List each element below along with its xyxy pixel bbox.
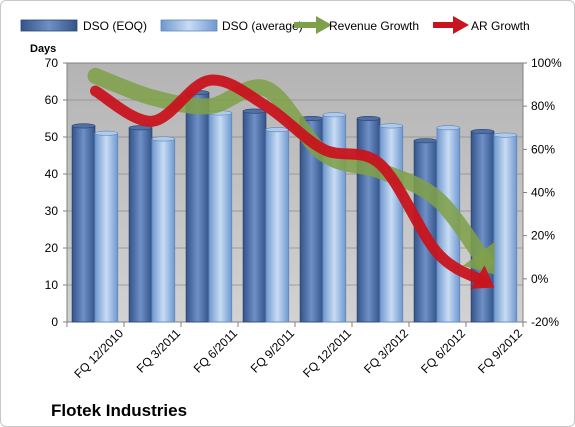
right-tick-label: 40% — [531, 186, 555, 200]
legend-label-dso-eoq: DSO (EOQ) — [83, 19, 147, 33]
bar-cap — [71, 123, 96, 129]
bar-dso-eoq — [71, 125, 96, 323]
bar-dso-eoq — [185, 92, 210, 323]
x-tick-label: FQ 6/2012 — [418, 326, 468, 376]
legend-label-revenue-growth: Revenue Growth — [329, 19, 419, 33]
x-tick-label: FQ 12/2010 — [71, 326, 126, 381]
x-tick-label: FQ 9/2011 — [248, 326, 298, 376]
legend-label-ar-growth: AR Growth — [471, 19, 530, 33]
arrowhead-revenue-growth — [462, 241, 495, 275]
right-tick-label: 100% — [531, 56, 562, 70]
right-tick-label: -20% — [531, 315, 559, 329]
legend-swatch-dso-average — [160, 19, 218, 32]
bar-cap — [493, 132, 518, 138]
bar-cap — [94, 130, 119, 136]
company-label: Flotek Industries — [51, 401, 187, 420]
left-tick-label: 60 — [45, 93, 59, 107]
left-tick-label: 0 — [51, 315, 58, 329]
x-tick-label: FQ 3/2012 — [361, 326, 411, 376]
y-axis-title: Days — [30, 43, 56, 55]
x-tick-label: FQ 12/2011 — [300, 326, 354, 380]
arrowhead-ar-growth — [470, 265, 495, 289]
right-tick-label: 80% — [531, 99, 555, 113]
bar-cap — [151, 136, 176, 142]
bar-dso-average — [151, 138, 176, 323]
legend-label-dso-average: DSO (average) — [222, 19, 303, 33]
bar-dso-eoq — [356, 118, 381, 323]
bar-cap — [436, 125, 461, 131]
bar-dso-average — [94, 132, 119, 323]
bar-cap — [379, 123, 404, 129]
line-revenue-growth — [87, 67, 494, 271]
bar-dso-average — [493, 134, 518, 323]
right-tick-label: 0% — [531, 272, 549, 286]
left-tick-label: 50 — [45, 130, 59, 144]
bar-dso-eoq — [128, 127, 153, 323]
left-tick-label: 70 — [45, 56, 59, 70]
bar-dso-eoq — [242, 110, 267, 323]
bar-dso-eoq — [470, 131, 495, 323]
bar-cap — [470, 128, 495, 134]
growth-arrows — [87, 67, 495, 289]
bar-cap — [128, 125, 153, 131]
right-tick-label: 20% — [531, 229, 555, 243]
bar-dso-average — [379, 125, 404, 323]
x-tick-label: FQ 3/2011 — [134, 326, 184, 376]
left-tick-label: 20 — [45, 241, 59, 255]
left-tick-label: 10 — [45, 278, 59, 292]
right-axis-ticks: -20% 0% 20% 40% 60% 80% 100% — [523, 56, 562, 329]
left-axis-ticks: 0 10 20 30 40 50 60 70 — [45, 56, 67, 329]
left-tick-label: 30 — [45, 204, 59, 218]
x-axis-ticks: FQ 12/2010 FQ 3/2011 FQ 6/2011 FQ 9/2011 FQ … — [66, 322, 525, 381]
legend-arrow-ar-growth — [433, 16, 469, 34]
bar-cap — [265, 127, 290, 133]
left-tick-label: 40 — [45, 167, 59, 181]
x-tick-label: FQ 9/2012 — [475, 326, 525, 376]
legend: DSO (EOQ) DSO (average) Revenue Growth A… — [20, 16, 530, 34]
bar-cap — [413, 138, 438, 144]
legend-arrow-revenue-growth — [294, 16, 332, 34]
right-tick-label: 60% — [531, 142, 555, 156]
bar-dso-average — [208, 112, 233, 323]
bar-cap — [356, 116, 381, 122]
line-ar-growth — [90, 74, 490, 287]
bar-dso-average — [265, 129, 290, 323]
legend-swatch-dso-eoq — [20, 19, 78, 32]
x-tick-label: FQ 6/2011 — [191, 326, 241, 376]
bar-cap — [322, 112, 347, 118]
